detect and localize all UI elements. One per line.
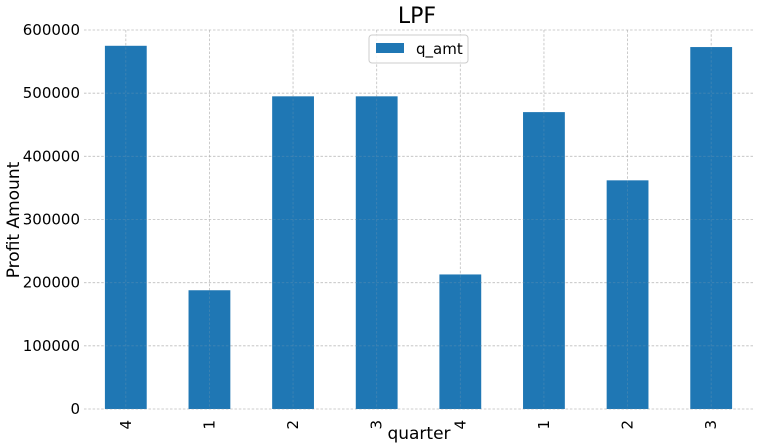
- bar: [188, 290, 231, 409]
- y-tick-label: 100000: [23, 337, 80, 355]
- y-tick-labels: 0 100000 200000 300000 400000 500000 600000: [23, 21, 80, 418]
- bar: [439, 274, 482, 409]
- y-tick-label: 0: [70, 400, 80, 418]
- bar: [606, 180, 649, 409]
- x-tick-label: 3: [702, 420, 720, 430]
- x-tick-label: 4: [451, 420, 469, 430]
- y-tick-label: 600000: [23, 21, 80, 39]
- x-tick-label: 4: [117, 420, 135, 430]
- bars-layer: [104, 45, 733, 410]
- bar: [355, 96, 398, 409]
- legend-label: q_amt: [416, 40, 463, 59]
- y-tick-label: 500000: [23, 84, 80, 102]
- legend-box: [368, 34, 469, 64]
- y-axis-label: Profit Amount: [4, 161, 24, 278]
- x-axis-label: quarter: [387, 424, 450, 444]
- x-tick-label: 1: [535, 420, 553, 430]
- legend-swatch: [376, 43, 404, 53]
- x-tick-label: 1: [200, 420, 218, 430]
- chart-title: LPF: [398, 4, 436, 29]
- bar: [523, 112, 565, 409]
- x-tick-label: 3: [368, 420, 386, 430]
- x-tick-labels: 4 1 2 3 4 1 2 3: [117, 420, 720, 430]
- grid-overlay: [84, 29, 753, 410]
- y-tick-label: 400000: [23, 147, 80, 165]
- bar: [104, 45, 147, 410]
- bar: [690, 47, 733, 410]
- x-tick-label: 2: [619, 420, 637, 430]
- y-tick-label: 300000: [23, 211, 80, 229]
- x-tick-label: 2: [284, 420, 302, 430]
- legend: q_amt: [368, 34, 469, 64]
- y-tick-label: 200000: [23, 274, 80, 292]
- bar: [272, 96, 314, 409]
